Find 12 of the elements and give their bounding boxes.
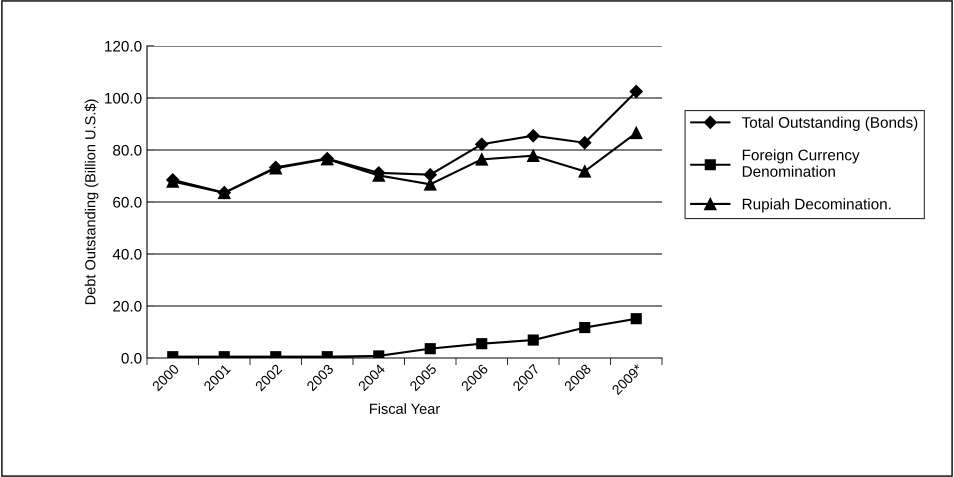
legend-label: Rupiah Decomination.: [742, 198, 891, 212]
legend-label: Total Outstanding (Bonds): [742, 116, 918, 131]
x-axis-title: Fiscal Year: [370, 403, 440, 414]
y-tick-label: 40.0: [112, 248, 142, 260]
y-tick-label: 0.0: [122, 352, 142, 364]
y-tick-label: 60.0: [113, 196, 142, 208]
legend-label: Foreign Currency Denomination: [742, 149, 860, 177]
y-tick-label: 80.0: [113, 144, 142, 156]
y-tick-label: 120.0: [105, 40, 142, 52]
y-axis-title: Debt Outstanding (Billion U.S.$): [84, 100, 98, 304]
y-tick-label: 20.0: [113, 300, 142, 312]
y-tick-label: 100.0: [105, 92, 142, 104]
